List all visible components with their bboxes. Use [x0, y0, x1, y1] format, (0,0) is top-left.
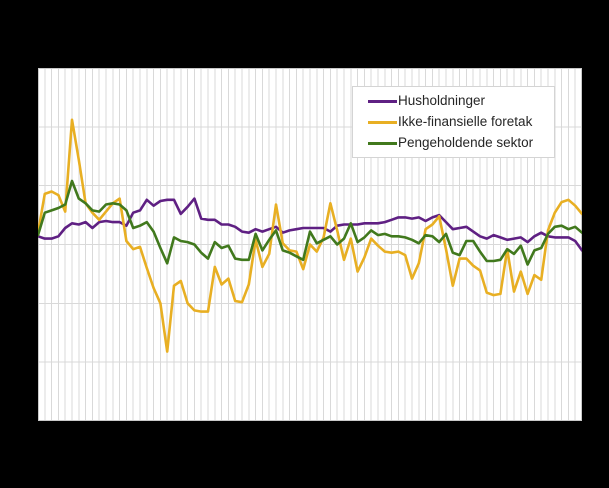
series-line-ikke-finansielle-foretak: [38, 118, 582, 353]
legend-label: Husholdninger: [398, 93, 486, 109]
plot-border: [38, 68, 582, 421]
legend: Husholdninger Ikke-finansielle foretak Pen…: [352, 86, 555, 158]
legend-item-ikke-finansielle-foretak: Ikke-finansielle foretak: [368, 112, 554, 132]
legend-line-swatch: [368, 120, 397, 124]
legend-line-swatch: [368, 141, 397, 145]
legend-item-pengeholdende-sektor: Pengeholdende sektor: [368, 133, 554, 153]
series-line-pengeholdende-sektor: [38, 179, 582, 266]
series-line-husholdninger: [38, 197, 582, 252]
legend-line-swatch: [368, 99, 397, 103]
legend-item-husholdninger: Husholdninger: [368, 91, 554, 111]
legend-label: Ikke-finansielle foretak: [398, 114, 533, 130]
legend-label: Pengeholdende sektor: [398, 135, 534, 151]
